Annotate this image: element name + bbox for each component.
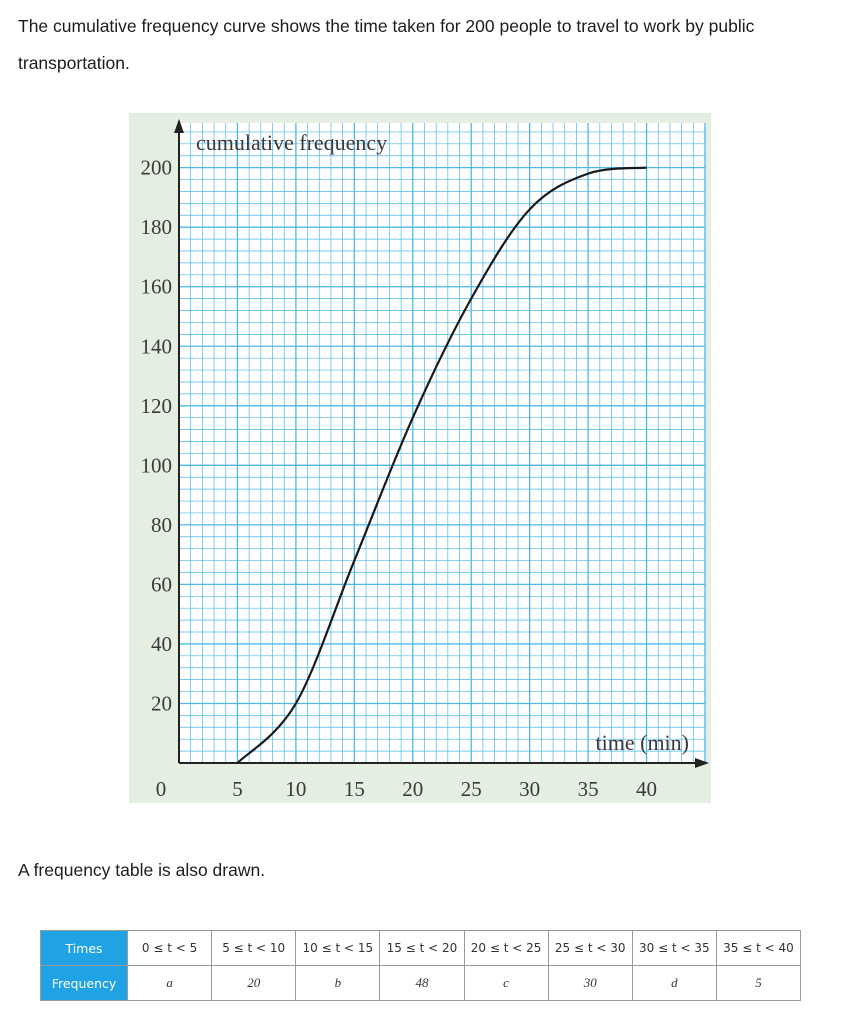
frequency-cell: c	[463, 965, 549, 1001]
x-tick-label: 25	[461, 777, 482, 801]
between-text: A frequency table is also drawn.	[18, 860, 266, 880]
table-row-times: Times 0 ≤ t < 5 5 ≤ t < 10 10 ≤ t < 15 1…	[40, 930, 802, 966]
times-header: Times	[40, 930, 128, 966]
y-tick-label: 80	[151, 513, 172, 537]
x-tick-label: 35	[578, 777, 599, 801]
frequency-cell: 30	[547, 965, 633, 1001]
y-tick-label: 100	[141, 453, 173, 477]
x-tick-label: 30	[519, 777, 540, 801]
y-tick-label: 120	[141, 394, 173, 418]
x-tick-label: 15	[344, 777, 365, 801]
x-tick-label: 40	[636, 777, 657, 801]
x-axis-label: time (min)	[596, 730, 689, 755]
plot-area	[179, 123, 705, 763]
chart-svg: 20 40 60 80 100 120 140 160 180 200 0 5 10 15 20 25 30 35…	[141, 119, 709, 801]
interval-cell: 5 ≤ t < 10	[211, 930, 297, 966]
frequency-cell: 48	[379, 965, 465, 1001]
interval-cell: 0 ≤ t < 5	[126, 930, 213, 966]
frequency-cell: a	[126, 965, 213, 1001]
intro-text: The cumulative frequency curve shows the…	[18, 16, 755, 73]
frequency-cell: 5	[715, 965, 802, 1001]
frequency-cell: b	[295, 965, 381, 1001]
interval-cell: 30 ≤ t < 35	[631, 930, 717, 966]
cumulative-frequency-chart: 20 40 60 80 100 120 140 160 180 200 0 5 10 15 20 25 30 35…	[129, 113, 711, 803]
interval-cell: 10 ≤ t < 15	[295, 930, 381, 966]
interval-cell: 25 ≤ t < 30	[547, 930, 633, 966]
y-axis-arrow	[174, 119, 184, 133]
y-tick-label: 180	[141, 215, 173, 239]
frequency-table: Times 0 ≤ t < 5 5 ≤ t < 10 10 ≤ t < 15 1…	[40, 930, 802, 1001]
frequency-cell: 20	[211, 965, 297, 1001]
table-row-frequency: Frequency a 20 b 48 c 30 d 5	[40, 965, 802, 1001]
y-tick-label: 60	[151, 572, 172, 596]
interval-cell: 35 ≤ t < 40	[715, 930, 802, 966]
frequency-header: Frequency	[40, 965, 128, 1001]
y-tick-label: 20	[151, 691, 172, 715]
y-tick-label: 160	[141, 275, 173, 299]
interval-cell: 15 ≤ t < 20	[379, 930, 465, 966]
y-axis-label: cumulative frequency	[196, 130, 387, 155]
x-tick-label: 5	[232, 777, 243, 801]
x-tick-label: 20	[402, 777, 423, 801]
y-tick-label: 140	[141, 334, 173, 358]
cumulative-frequency-curve	[236, 166, 647, 764]
frequency-cell: d	[631, 965, 717, 1001]
x-tick-label: 10	[285, 777, 306, 801]
x-tick-label: 0	[156, 777, 167, 801]
interval-cell: 20 ≤ t < 25	[463, 930, 549, 966]
y-tick-label: 200	[141, 156, 173, 180]
y-tick-label: 40	[151, 632, 172, 656]
x-axis-arrow	[695, 758, 709, 768]
